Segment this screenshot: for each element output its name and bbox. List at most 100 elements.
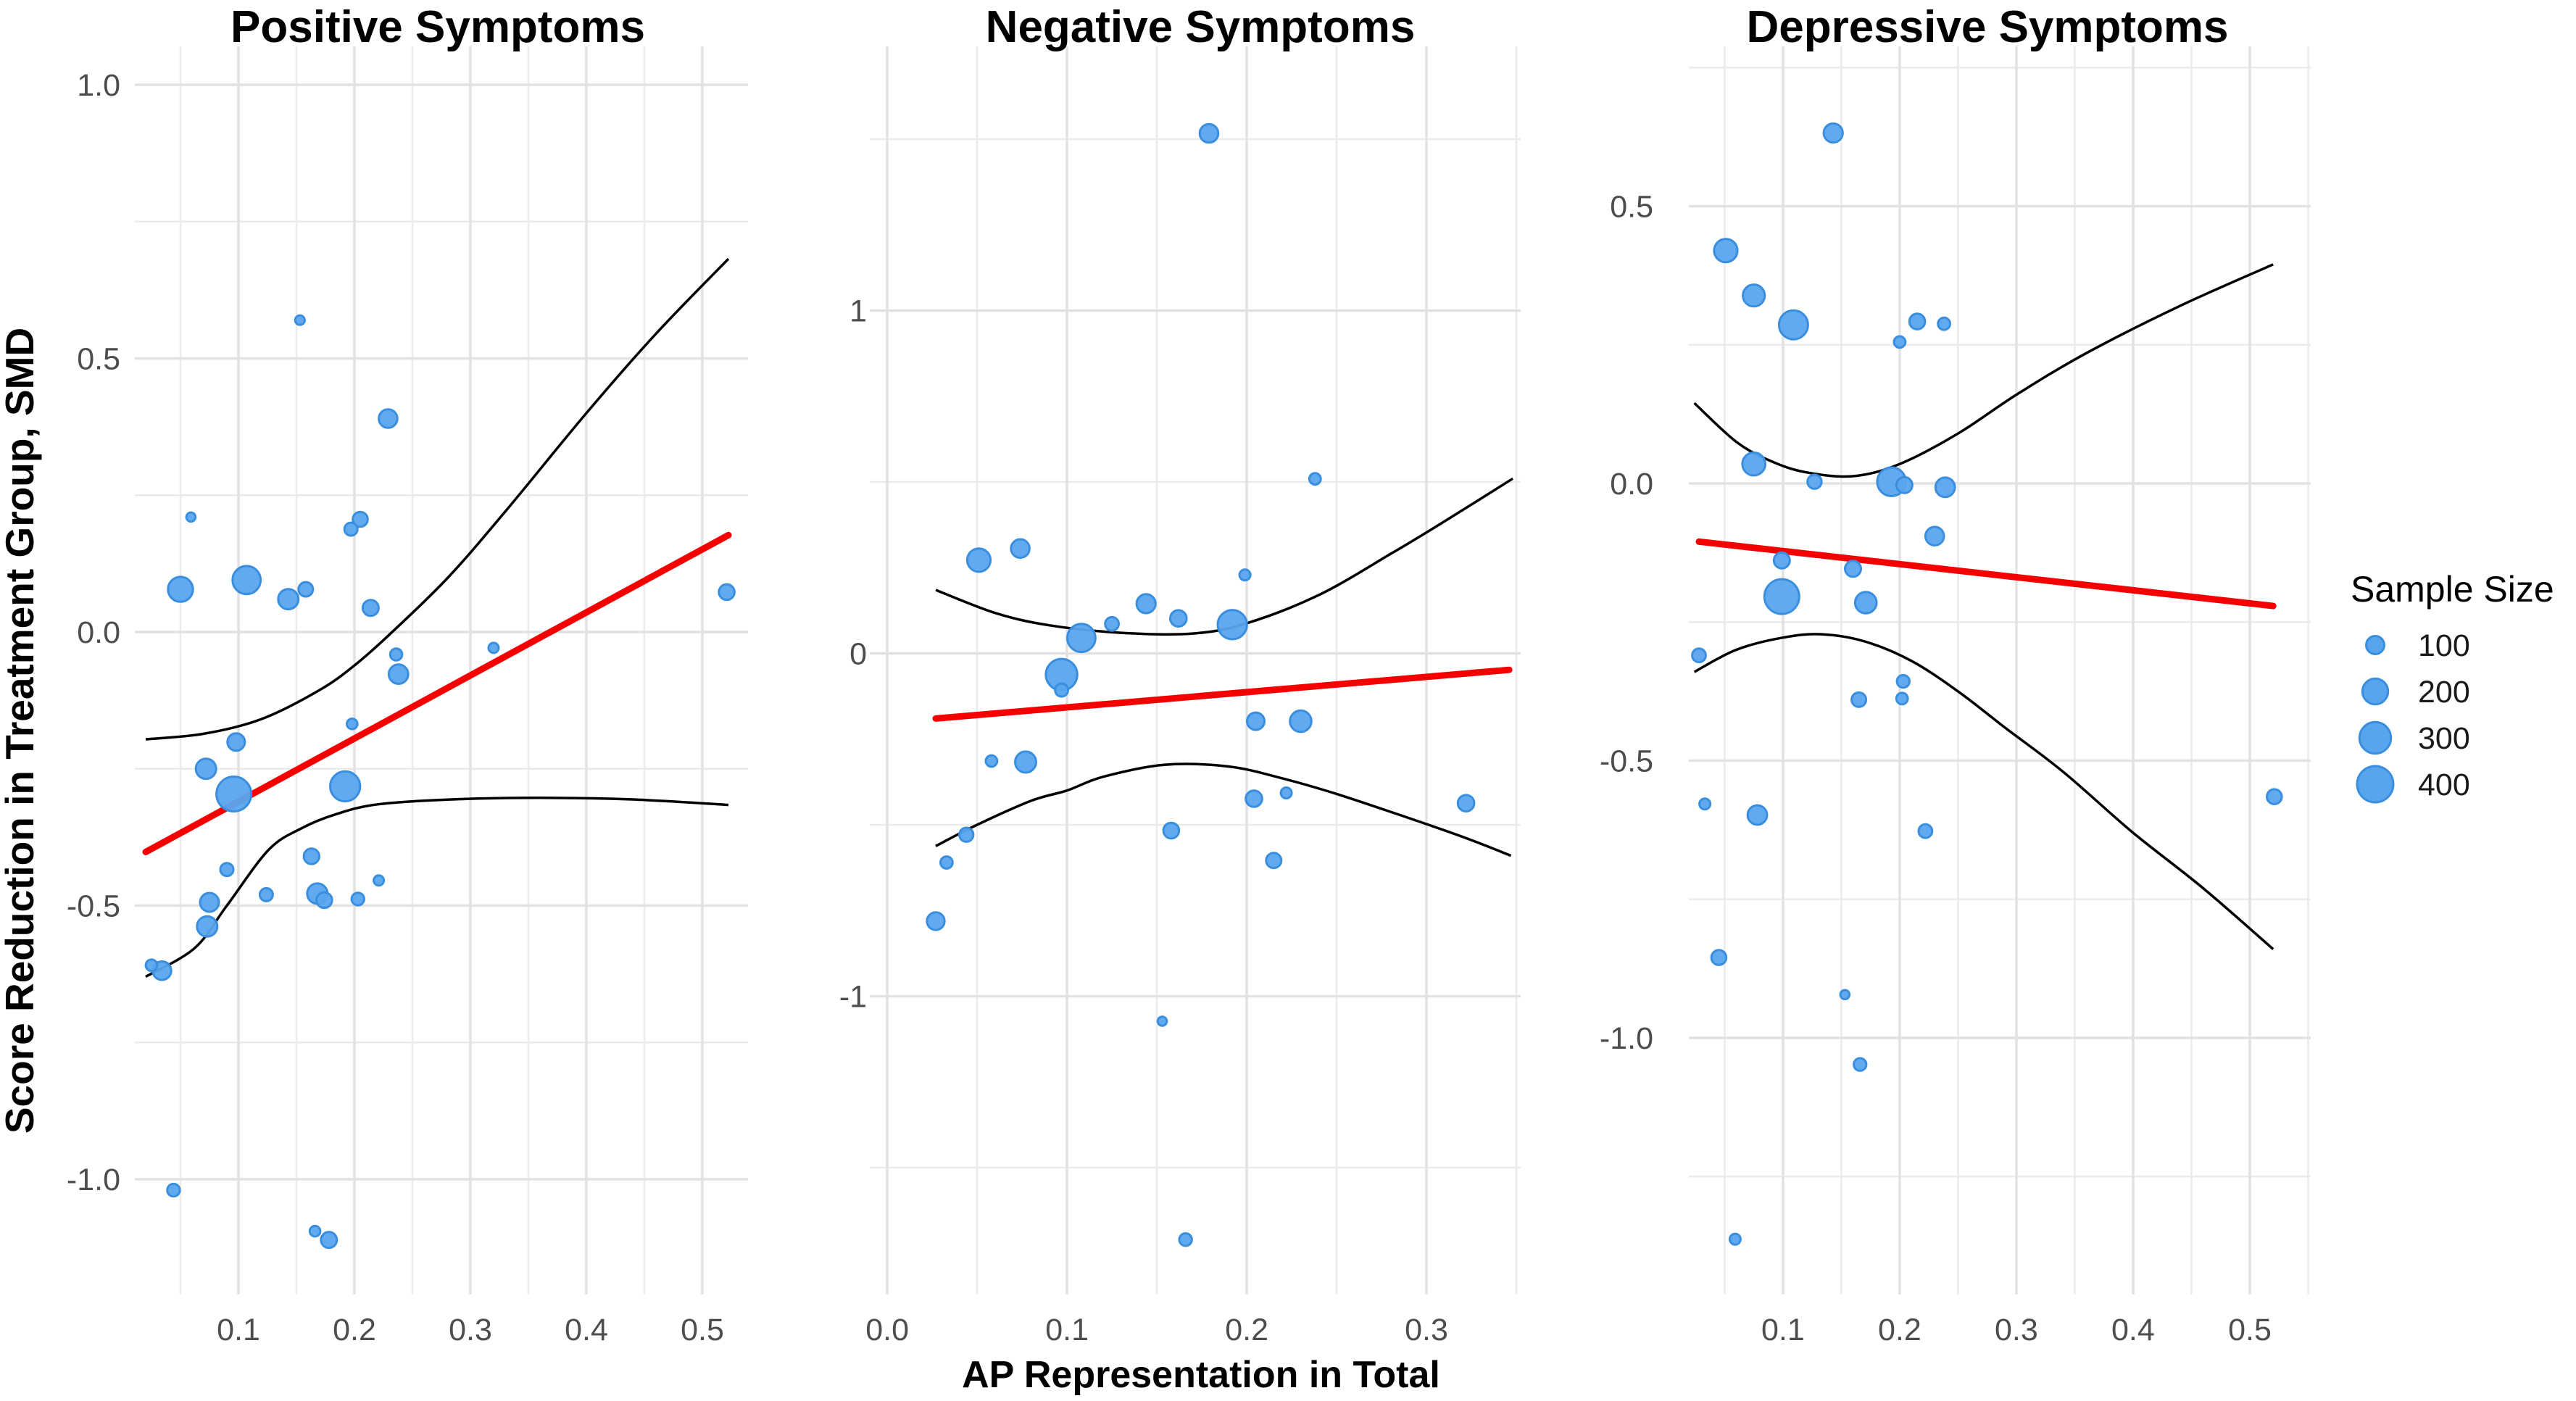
data-point xyxy=(329,770,362,803)
ci-lower-curve xyxy=(935,762,1512,857)
data-point xyxy=(1216,609,1248,641)
x-tick-label: 0.3 xyxy=(449,1313,492,1347)
data-point xyxy=(1698,797,1712,811)
legend-bubble xyxy=(2365,635,2385,655)
data-point xyxy=(1162,821,1181,840)
legend-item-label: 300 xyxy=(2418,721,2470,756)
data-point xyxy=(294,314,306,326)
ci-lower-curve xyxy=(1693,633,2274,950)
x-tick-label: 0.3 xyxy=(1995,1313,2038,1347)
data-point xyxy=(1014,750,1037,774)
x-tick-label: 0.1 xyxy=(1045,1313,1089,1347)
data-point xyxy=(1054,682,1070,698)
panel-title-negative-symptoms: Negative Symptoms xyxy=(986,2,1416,52)
data-point xyxy=(1308,472,1322,486)
data-point xyxy=(144,958,159,973)
data-point xyxy=(984,754,999,768)
x-tick-label: 0.2 xyxy=(1878,1313,1921,1347)
data-point xyxy=(185,511,197,523)
y-tick-label: 0.0 xyxy=(77,615,120,650)
y-tick-label: 0.5 xyxy=(1610,190,1653,225)
y-tick-label: 0 xyxy=(849,637,867,672)
data-point xyxy=(166,1182,181,1198)
points-layer xyxy=(144,122,2283,1250)
data-point xyxy=(1844,560,1862,578)
x-tick-label: 0.1 xyxy=(1761,1313,1805,1347)
data-point xyxy=(1924,525,1945,547)
data-point xyxy=(1741,451,1766,477)
data-point xyxy=(1169,609,1188,628)
data-point xyxy=(199,891,220,913)
y-tick-label: 0.5 xyxy=(77,342,120,377)
data-point xyxy=(1198,122,1220,144)
curves-layer xyxy=(142,257,2277,978)
data-point xyxy=(1279,786,1293,799)
data-point xyxy=(1066,623,1097,654)
data-point xyxy=(965,547,992,573)
x-tick-label: 0.1 xyxy=(217,1313,260,1347)
data-point xyxy=(1456,794,1476,812)
x-tick-label: 0.5 xyxy=(681,1313,724,1347)
data-point xyxy=(308,1224,322,1238)
data-point xyxy=(320,1231,338,1250)
y-tick-label: -1.0 xyxy=(67,1163,120,1197)
data-point xyxy=(352,510,369,528)
data-point xyxy=(1895,475,1914,494)
data-point xyxy=(1763,578,1800,615)
data-point xyxy=(315,891,333,910)
data-point xyxy=(1908,312,1927,330)
data-point xyxy=(1238,568,1252,582)
data-point xyxy=(373,874,386,887)
regression-line xyxy=(932,666,1513,722)
x-axis-title: AP Representation in Total xyxy=(962,1354,1440,1396)
data-point xyxy=(194,757,217,781)
data-point xyxy=(196,915,219,938)
x-tick-label: 0.0 xyxy=(865,1313,909,1347)
y-tick-label: -0.5 xyxy=(67,889,120,924)
ci-upper-curve xyxy=(1693,263,2274,478)
data-point xyxy=(1728,1232,1742,1246)
data-point xyxy=(297,581,315,598)
data-point xyxy=(226,732,246,752)
data-point xyxy=(1822,122,1844,144)
data-point xyxy=(215,776,253,812)
data-point xyxy=(1246,711,1266,731)
data-point xyxy=(387,663,410,685)
data-point xyxy=(346,718,359,731)
data-point xyxy=(1691,647,1707,664)
legend-title: Sample Size xyxy=(2351,569,2554,610)
legend-item-label: 100 xyxy=(2418,628,2470,663)
data-point xyxy=(1850,691,1868,708)
data-point xyxy=(1746,804,1769,826)
ci-upper-curve xyxy=(145,257,730,741)
data-point xyxy=(1289,709,1313,733)
data-point xyxy=(258,886,274,902)
legend-layer: 100 200 300 400 xyxy=(2356,628,2470,804)
data-point xyxy=(1772,551,1791,570)
y-tick-label: -0.5 xyxy=(1600,744,1653,779)
y-tick-label: 1.0 xyxy=(77,68,120,103)
data-point xyxy=(378,408,399,429)
data-point xyxy=(1742,283,1766,308)
data-point xyxy=(1245,789,1263,808)
data-point xyxy=(1777,309,1809,341)
data-point xyxy=(1135,593,1157,615)
y-tick-label: 1 xyxy=(849,294,867,329)
data-point xyxy=(1853,1057,1868,1072)
data-point xyxy=(1917,823,1934,839)
data-point xyxy=(718,583,736,602)
x-tick-label: 0.4 xyxy=(565,1313,608,1347)
data-point xyxy=(1892,335,1907,349)
legend-bubble xyxy=(2356,765,2395,804)
data-point xyxy=(1710,949,1728,966)
gridlines-layer xyxy=(135,46,2311,1294)
x-tick-label: 0.2 xyxy=(333,1313,376,1347)
data-point xyxy=(1265,852,1283,870)
data-point xyxy=(343,521,359,537)
y-tick-label: 0.0 xyxy=(1610,467,1653,502)
legend-item-label: 200 xyxy=(2418,675,2470,710)
data-point xyxy=(219,862,235,878)
y-tick-label: -1.0 xyxy=(1600,1021,1653,1056)
data-point xyxy=(939,855,954,870)
